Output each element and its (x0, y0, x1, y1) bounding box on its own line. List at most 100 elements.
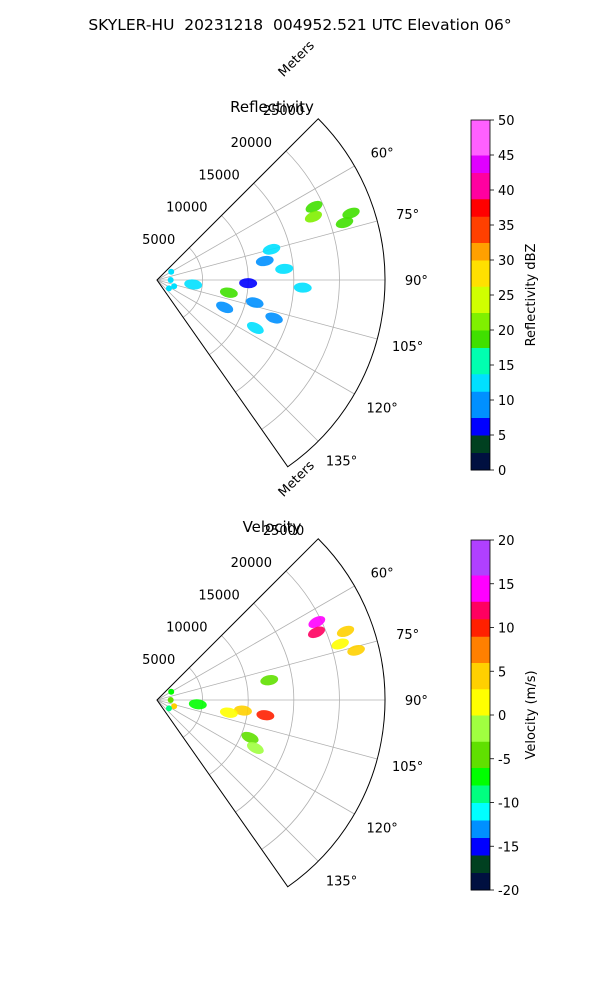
echo-cell (171, 283, 178, 290)
echo-cell (245, 297, 264, 308)
panel-title: Velocity (243, 518, 302, 536)
range-tick-label: 10000 (166, 621, 207, 636)
colorbar-segment (471, 233, 490, 243)
colorbar-segment (471, 163, 490, 173)
colorbar-segment (471, 662, 490, 672)
range-tick-label: 15000 (198, 168, 239, 183)
range-tick-label: 25000 (263, 524, 304, 539)
colorbar-segment (471, 286, 490, 296)
panel-title: Reflectivity (230, 98, 314, 116)
azimuth-tick-label: 120° (366, 822, 397, 837)
sector-frame (156, 118, 386, 468)
colorbar-segment (471, 312, 490, 322)
colorbar-segment (471, 225, 490, 235)
colorbar-segment (471, 461, 490, 471)
colorbar-segment (471, 732, 490, 742)
colorbar-segment (471, 330, 490, 340)
colorbar-segment (471, 855, 490, 865)
azimuth-spoke (156, 699, 319, 862)
reflectivity-panel: Reflectivity 60° 75° 90° 105° 120° 135° 5000 10… (142, 38, 539, 479)
tick-labels: 60° 75° 90° 105° 120° 135° 5000 10000 15000 20000… (142, 104, 428, 470)
colorbar-segment (471, 680, 490, 690)
colorbar-segment (471, 277, 490, 287)
colorbar-segment (471, 627, 490, 637)
echo-cell (275, 263, 294, 274)
colorbar-segment (471, 610, 490, 620)
colorbar-segment (471, 820, 490, 830)
range-axis-label: Meters (276, 458, 318, 500)
echo-cell (165, 705, 172, 712)
colorbar-segment (471, 828, 490, 838)
colorbar-tick-label: 10 (498, 394, 515, 409)
colorbar-segment (471, 601, 490, 611)
echo-cell (171, 703, 178, 710)
colorbar-tick-label: 25 (498, 289, 515, 304)
colorbar-label: Velocity (m/s) (524, 670, 539, 759)
echo-cell (165, 285, 172, 292)
colorbar-segment (471, 295, 490, 305)
colorbar-tick-label: 50 (498, 114, 515, 129)
colorbar-tick-label: 15 (498, 359, 515, 374)
colorbar: -20 -15 -10 -5 0 5 10 15 20 Velocity (m/s) (470, 534, 539, 899)
colorbar-segment (471, 400, 490, 410)
colorbar-segment (471, 190, 490, 200)
echo-cell (184, 279, 203, 290)
colorbar-segment (471, 636, 490, 646)
colorbar-segment (471, 120, 490, 130)
echo-cell (413, 789, 433, 805)
colorbar-segment (471, 146, 490, 156)
range-tick-label: 10000 (166, 201, 207, 216)
colorbar-tick-label: -5 (498, 753, 511, 768)
colorbar-segment (471, 251, 490, 261)
colorbar-segment (471, 715, 490, 725)
colorbar-segment (471, 645, 490, 655)
colorbar-tick-label: 40 (498, 184, 515, 199)
colorbar-tick-label: 15 (498, 578, 515, 593)
echo-cell (260, 675, 279, 686)
colorbar-segment (471, 408, 490, 418)
colorbar-segment (471, 793, 490, 803)
colorbar-segment (471, 802, 490, 812)
echo-cell (168, 688, 175, 695)
azimuth-tick-label: 105° (392, 760, 423, 775)
colorbar-segment (471, 566, 490, 576)
azimuth-tick-label: 135° (326, 875, 357, 890)
echo-cell (307, 626, 326, 639)
echo-cell (168, 268, 175, 275)
polar-grid (156, 150, 385, 442)
echo-cell (239, 278, 258, 289)
colorbar-segment (471, 837, 490, 847)
azimuth-spoke (156, 165, 355, 281)
colorbar-tick-label: 20 (498, 324, 515, 339)
echo-cell (305, 200, 323, 213)
colorbar-segment (471, 155, 490, 165)
echo-layer (165, 200, 427, 414)
sector-frame (156, 538, 386, 888)
echo-cell (342, 207, 360, 219)
colorbar-segment (471, 417, 490, 427)
azimuth-tick-label: 60° (371, 566, 394, 581)
echo-cell (331, 638, 349, 650)
colorbar-segment (471, 592, 490, 602)
sector-outline (156, 538, 386, 888)
echo-cell (219, 707, 238, 718)
colorbar-segment (471, 846, 490, 856)
colorbar: 0 5 10 15 20 25 30 35 40 45 50 Reflectivity dBZ (470, 114, 539, 479)
echo-cell (167, 697, 174, 703)
sector-outline (156, 118, 386, 468)
colorbar-segment (471, 697, 490, 707)
colorbar-segment (471, 750, 490, 760)
range-tick-label: 25000 (263, 104, 304, 119)
echo-cell (335, 217, 354, 229)
echo-cell (407, 357, 427, 372)
colorbar-tick-label: 10 (498, 622, 515, 637)
azimuth-spoke (156, 699, 355, 815)
echo-cell (265, 312, 283, 324)
colorbar-segment (471, 303, 490, 313)
colorbar-segment (471, 583, 490, 593)
azimuth-spoke (156, 279, 355, 395)
colorbar-segment (471, 540, 490, 550)
range-axis-label: Meters (276, 38, 318, 80)
colorbar-segment (471, 198, 490, 208)
